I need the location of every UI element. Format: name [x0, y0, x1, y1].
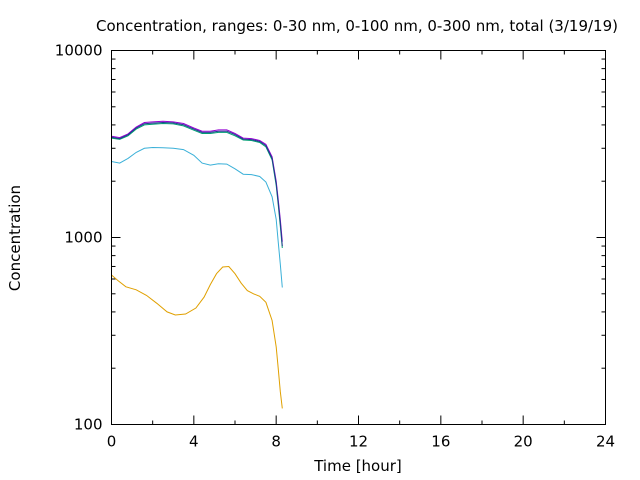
- x-tick-label: 0: [107, 433, 117, 451]
- x-tick-labels: 0 4 8 12 16 20 24: [107, 433, 615, 451]
- x-tick-label: 24: [596, 433, 615, 451]
- series-line-5: [111, 121, 283, 247]
- series-line-4: [111, 120, 283, 242]
- x-tick-label: 8: [271, 433, 281, 451]
- x-tick-label: 4: [189, 433, 199, 451]
- y-tick-labels: 100 1000 10000: [55, 42, 103, 434]
- x-tick-label: 20: [514, 433, 533, 451]
- x-tick-label: 16: [431, 433, 450, 451]
- x-axis-label: Time [hour]: [313, 457, 402, 475]
- axis-ticks: [111, 50, 606, 425]
- series-line-1: [111, 265, 283, 409]
- series-line-2: [111, 146, 283, 288]
- series-group: [111, 120, 283, 409]
- y-tick-label: 100: [74, 416, 103, 434]
- series-line-3: [111, 122, 283, 248]
- x-tick-label: 12: [349, 433, 368, 451]
- y-tick-label: 1000: [64, 229, 102, 247]
- plot-frame: [111, 50, 606, 425]
- y-tick-label: 10000: [55, 42, 103, 60]
- chart-title: Concentration, ranges: 0-30 nm, 0-100 nm…: [96, 17, 618, 35]
- y-axis-label: Concentration: [6, 185, 24, 291]
